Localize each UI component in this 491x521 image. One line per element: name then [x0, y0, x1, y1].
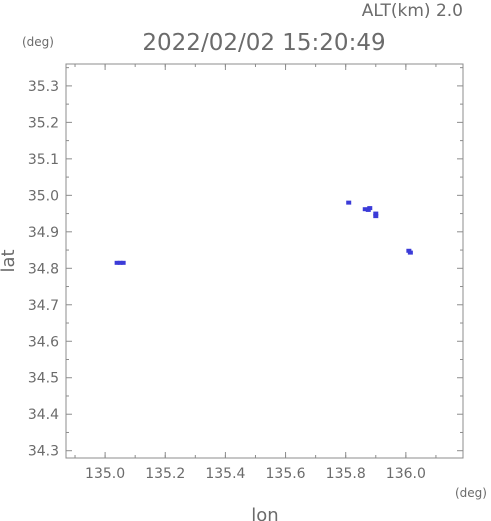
- y-tick-label: 34.3: [28, 444, 59, 460]
- y-tick-label: 34.6: [28, 334, 59, 350]
- x-tick-label: 135.6: [266, 466, 306, 482]
- y-axis-unit: (deg): [22, 35, 54, 49]
- y-tick-label: 35.0: [28, 188, 59, 204]
- x-tick-label: 135.2: [145, 466, 185, 482]
- data-point: [373, 214, 379, 219]
- x-tick-label: 135.8: [326, 466, 366, 482]
- plot-frame: [65, 63, 464, 459]
- data-point: [373, 211, 379, 216]
- data-point: [114, 260, 120, 265]
- x-tick-label: 135.4: [205, 466, 245, 482]
- data-point: [367, 206, 373, 211]
- y-tick-label: 34.8: [28, 261, 59, 277]
- chart-title: 2022/02/02 15:20:49: [142, 30, 385, 56]
- y-tick-label: 34.7: [28, 298, 59, 314]
- x-tick-label: 135.0: [85, 466, 125, 482]
- y-tick-label: 34.4: [28, 407, 59, 423]
- y-tick-label: 34.9: [28, 225, 59, 241]
- data-point: [362, 207, 368, 212]
- data-point: [346, 200, 352, 205]
- x-axis-ticks: 135.0 135.2 135.4 135.6 135.8 136.0: [74, 64, 437, 482]
- y-tick-label: 35.1: [28, 152, 59, 168]
- y-tick-label: 35.3: [28, 79, 59, 95]
- data-point: [407, 250, 413, 255]
- data-point: [120, 260, 126, 265]
- y-tick-label: 35.2: [28, 115, 59, 131]
- x-tick-label: 136.0: [386, 466, 426, 482]
- data-point: [117, 260, 123, 265]
- y-tick-label: 34.5: [28, 371, 59, 387]
- chart-subtitle: ALT(km) 2.0: [362, 1, 463, 21]
- y-axis-ticks: 34.3 34.4 34.5 34.6 34.7 34.8 34.9 35.0 35.1 35.2…: [28, 67, 463, 460]
- data-points: [114, 200, 413, 265]
- y-axis-label: lat: [0, 249, 19, 272]
- x-axis-label: lon: [251, 505, 278, 521]
- x-axis-unit: (deg): [455, 486, 487, 500]
